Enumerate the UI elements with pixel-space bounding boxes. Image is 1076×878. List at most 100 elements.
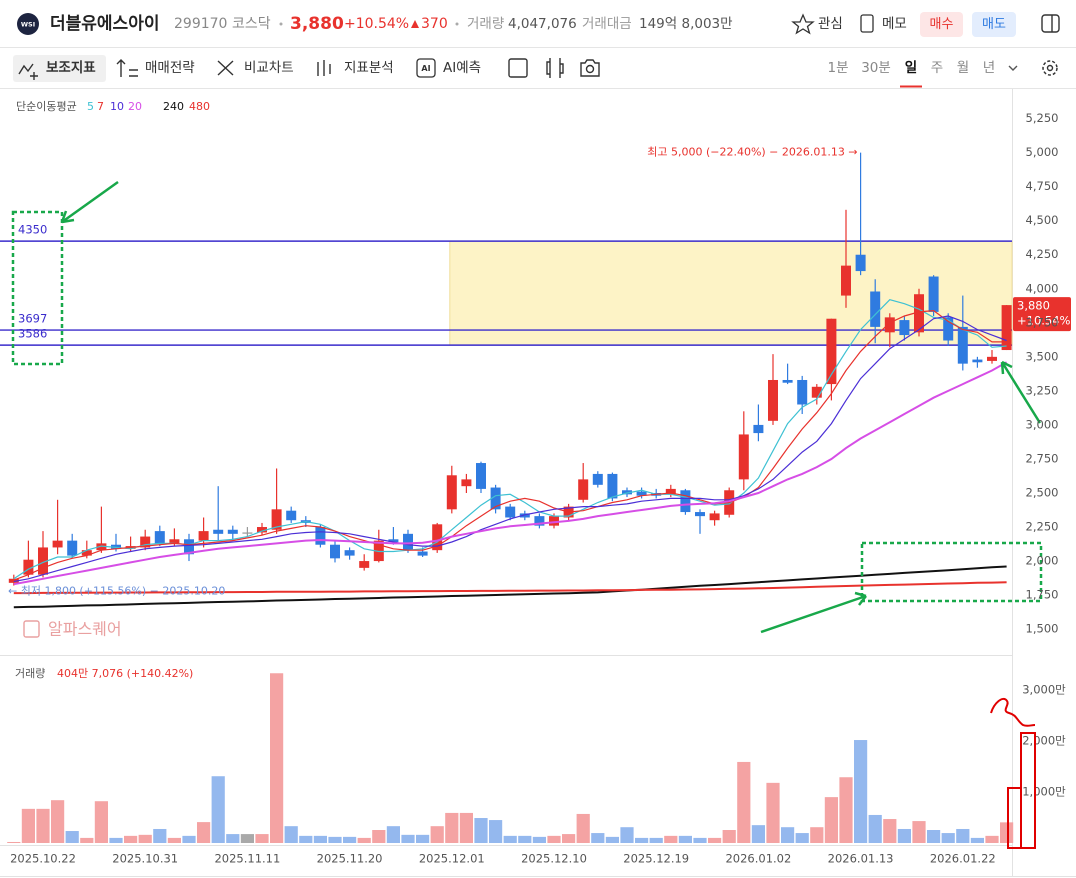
- candle-body: [914, 294, 924, 333]
- volume-bar: [620, 827, 634, 843]
- tool-compare[interactable]: 비교차트: [244, 60, 294, 76]
- candle-body: [957, 326, 968, 364]
- moving-average-line: [13, 309, 1007, 581]
- volume-bar: [138, 834, 152, 843]
- scribble-box: [1007, 787, 1022, 849]
- buy-button-bg[interactable]: [920, 12, 963, 37]
- active-tool-bg: [13, 55, 106, 82]
- y-tick-label: 2,250: [1026, 520, 1059, 534]
- dotted-box: [11, 210, 64, 366]
- x-tick-label: 2026.01.02: [725, 852, 791, 866]
- candle-body: [446, 475, 457, 510]
- draw-icon[interactable]: [508, 58, 528, 78]
- volume-bar: [503, 835, 517, 843]
- period-option[interactable]: 년: [983, 60, 995, 76]
- volume-bar: [941, 833, 955, 843]
- x-tick-label: 2025.12.10: [521, 852, 587, 866]
- candle-body: [738, 434, 749, 480]
- stock-name: 더블유에스아이: [50, 14, 159, 34]
- volume-bar: [518, 835, 532, 843]
- volume-bar: [255, 834, 269, 843]
- candle-body: [943, 317, 954, 341]
- volume-bar: [445, 812, 459, 843]
- tool-ai[interactable]: AI예측: [443, 60, 481, 76]
- compare-icon[interactable]: [217, 60, 234, 76]
- candle-body: [67, 540, 78, 556]
- tool-analysis[interactable]: 지표분석: [344, 60, 394, 76]
- candle-body: [111, 544, 121, 549]
- volume-bar: [7, 841, 21, 843]
- strategy-icon[interactable]: [116, 59, 138, 77]
- memo-icon[interactable]: [860, 14, 874, 33]
- volume-bar: [956, 828, 970, 843]
- period-selector: 1분 30분 일 주 월 년: [827, 60, 995, 88]
- change: +10.54%: [344, 16, 409, 32]
- arrow: [760, 591, 867, 634]
- period-option[interactable]: 일: [905, 60, 917, 76]
- buy-button[interactable]: 매수: [930, 17, 954, 32]
- volume-subtitle: 404만 7,076 (+140.42%): [57, 667, 193, 680]
- indicator-icon[interactable]: [18, 63, 38, 80]
- volume-bar: [781, 827, 795, 843]
- tool-indicators[interactable]: 보조지표: [46, 60, 96, 76]
- candle-icon[interactable]: [546, 58, 564, 78]
- candle-body: [8, 578, 19, 583]
- candle-body: [841, 265, 851, 296]
- volume-bar: [284, 826, 298, 843]
- candle-body: [607, 473, 618, 499]
- period-option[interactable]: 30분: [861, 60, 891, 76]
- sell-button-bg[interactable]: [972, 12, 1016, 37]
- volume-bar: [124, 835, 138, 843]
- x-tick-label: 2026.01.13: [828, 852, 894, 866]
- favorite-button[interactable]: 관심: [818, 16, 843, 32]
- memo-button[interactable]: 메모: [882, 16, 907, 32]
- y-tick-label: 4,500: [1026, 213, 1059, 227]
- volume-bar: [313, 835, 327, 843]
- camera-icon[interactable]: [580, 59, 600, 77]
- period-dropdown[interactable]: [1008, 65, 1018, 71]
- candle-body: [534, 516, 545, 526]
- volume-bar: [226, 834, 240, 843]
- camera-lens: [585, 64, 595, 74]
- moving-average-line: [13, 581, 1007, 595]
- volume-bar: [927, 830, 941, 843]
- high-annotation: 최고 5,000 (−22.40%) − 2026.01.13 →: [647, 146, 857, 159]
- y-tick-label: 2,750: [1026, 451, 1059, 465]
- period-option[interactable]: 1분: [827, 60, 848, 76]
- candle-body: [768, 379, 778, 421]
- period-option[interactable]: 월: [957, 60, 969, 76]
- tool-strategy[interactable]: 매매전략: [145, 60, 195, 76]
- volume-bar: [51, 800, 65, 843]
- y-tick-label: 4,250: [1026, 247, 1059, 261]
- volume-bar: [343, 836, 357, 843]
- panel-icon[interactable]: [1041, 14, 1060, 33]
- moving-average-line: [13, 315, 1007, 583]
- y-tick-label: 5,000: [1026, 145, 1059, 159]
- candle-body: [417, 551, 428, 556]
- volume-bar: [21, 808, 35, 843]
- user-scribble: [990, 697, 1036, 849]
- candle-body: [695, 512, 705, 517]
- volume-bar: [532, 836, 546, 843]
- scribble: [990, 697, 1036, 727]
- period-option[interactable]: 주: [931, 60, 943, 76]
- arrow: [1000, 360, 1042, 424]
- volume-bar: [386, 826, 400, 843]
- volume-bar: [372, 830, 386, 843]
- sell-button[interactable]: 매도: [982, 17, 1006, 32]
- candle-body: [23, 559, 34, 575]
- y-tick-label: 1,750: [1026, 588, 1059, 602]
- candle-body: [330, 544, 340, 559]
- volume-bar: [897, 828, 911, 843]
- settings-icon[interactable]: [1042, 60, 1058, 76]
- candle-body: [154, 531, 165, 544]
- analysis-icon[interactable]: [317, 60, 331, 76]
- x-tick-label: 2025.11.11: [214, 852, 280, 866]
- star-icon[interactable]: [791, 13, 815, 35]
- ai-icon[interactable]: [416, 58, 436, 78]
- volume-bar: [795, 833, 809, 843]
- candle-body: [797, 379, 808, 405]
- y-tick-label: 3,250: [1026, 383, 1059, 397]
- volume-bar: [737, 761, 751, 843]
- candle-body: [855, 254, 866, 272]
